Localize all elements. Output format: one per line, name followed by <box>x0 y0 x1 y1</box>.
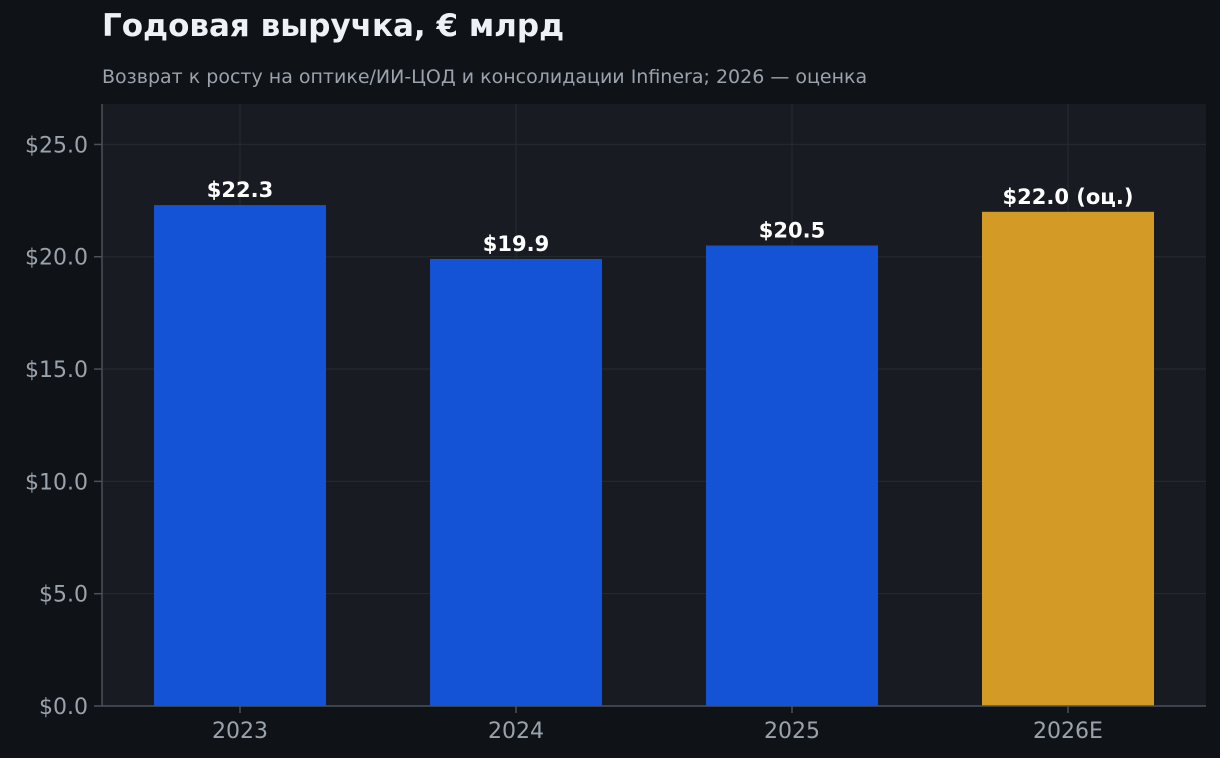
y-tick-label: $25.0 <box>25 133 88 158</box>
x-tick-label: 2025 <box>764 719 820 744</box>
bar-value-label: $22.3 <box>207 178 273 202</box>
y-tick-label: $20.0 <box>25 246 88 271</box>
bar <box>706 245 878 706</box>
x-tick-label: 2026E <box>1033 719 1103 744</box>
bar <box>154 205 326 706</box>
x-tick-label: 2024 <box>488 719 544 744</box>
bar <box>430 258 602 706</box>
bar-value-label: $22.0 (оц.) <box>1003 185 1134 209</box>
x-tick-label: 2023 <box>212 719 268 744</box>
y-tick-label: $0.0 <box>39 695 88 720</box>
chart-title: Годовая выручка, € млрд <box>102 8 565 44</box>
y-tick-label: $5.0 <box>39 583 88 608</box>
y-tick-label: $10.0 <box>25 470 88 495</box>
bar-estimate <box>982 211 1154 706</box>
y-tick-label: $15.0 <box>25 358 88 383</box>
chart-subtitle: Возврат к росту на оптике/ИИ-ЦОД и консо… <box>102 66 868 88</box>
bar-value-label: $20.5 <box>759 219 825 243</box>
bar-value-label: $19.9 <box>483 232 549 256</box>
